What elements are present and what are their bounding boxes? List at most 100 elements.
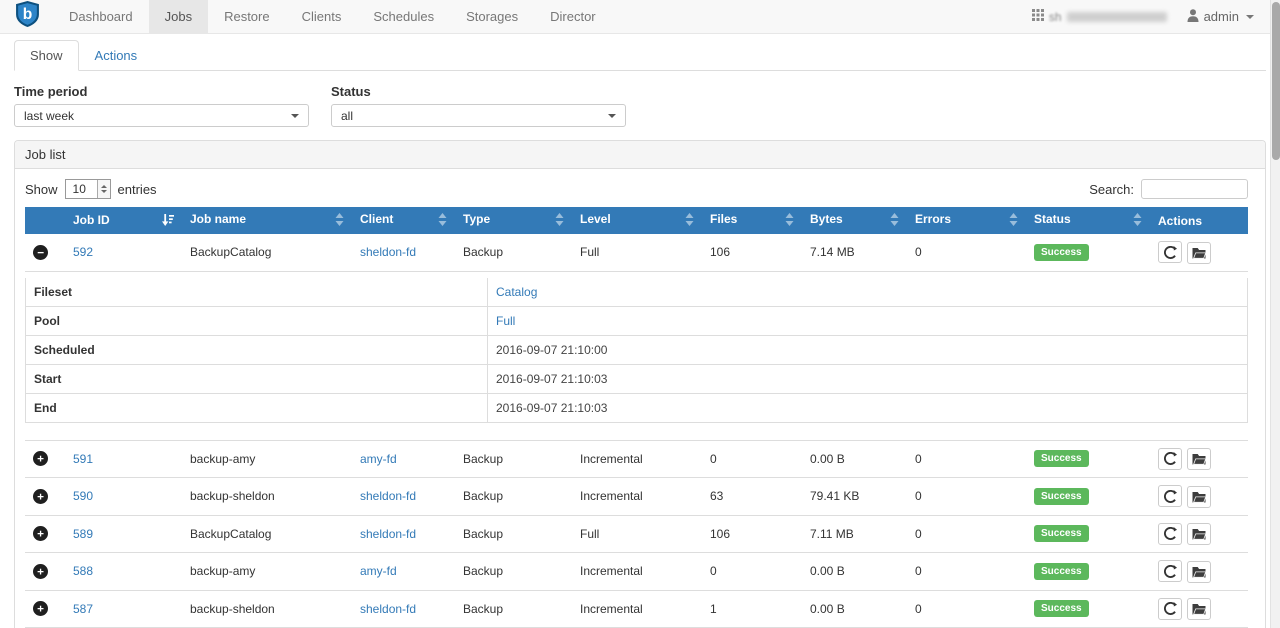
status-select[interactable]: all [331,104,626,127]
errors-cell: 0 [915,245,922,259]
expand-row-button[interactable]: + [33,489,48,504]
column-header-client[interactable]: Client [352,207,455,234]
scrollbar-thumb[interactable] [1272,2,1280,160]
job-level-cell: Incremental [580,602,643,616]
job-level-cell: Full [580,527,599,541]
job-id-link[interactable]: 587 [73,602,93,616]
run-again-button[interactable] [1158,523,1182,545]
host-selector[interactable]: sh [1032,8,1167,26]
column-header-job-id[interactable]: Job ID [65,207,182,234]
tab-show[interactable]: Show [14,40,79,71]
bytes-cell: 0.00 B [810,452,845,466]
entries-per-page-select[interactable]: 10 [65,179,111,199]
nav-item-schedules[interactable]: Schedules [357,0,450,33]
column-label: Actions [1158,214,1202,228]
navbar-right: sh admin [1032,0,1280,33]
job-id-link[interactable]: 588 [73,564,93,578]
job-id-link[interactable]: 590 [73,489,93,503]
column-label: Status [1034,212,1071,226]
expand-row-button[interactable]: + [33,564,48,579]
status-badge: Success [1034,244,1089,261]
nav-item-restore[interactable]: Restore [208,0,286,33]
job-type-cell: Backup [463,489,503,503]
collapse-row-button[interactable]: − [33,245,48,260]
job-type-cell: Backup [463,245,503,259]
tab-bar: Show Actions [14,40,1266,71]
file-browser-button[interactable] [1187,598,1211,620]
pool-link[interactable]: Full [496,314,515,328]
column-label: Job name [190,212,246,226]
expand-row-button[interactable]: + [33,526,48,541]
panel-title: Job list [15,141,1265,169]
column-header-files[interactable]: Files [702,207,802,234]
files-cell: 106 [710,527,730,541]
detail-row: Start2016-09-07 21:10:03 [26,364,1248,393]
files-cell: 1 [710,602,717,616]
run-again-button[interactable] [1158,241,1182,263]
column-header-type[interactable]: Type [455,207,572,234]
search-control: Search: [1089,179,1248,199]
hostname-redacted [1067,12,1167,22]
client-link[interactable]: amy-fd [360,564,397,578]
chevron-down-icon [1246,15,1254,19]
job-detail-table: FilesetCatalogPoolFullScheduled2016-09-0… [25,278,1248,423]
file-browser-button[interactable] [1187,448,1211,470]
nav-item-clients[interactable]: Clients [286,0,358,33]
run-again-button[interactable] [1158,448,1182,470]
file-browser-button[interactable] [1187,486,1211,508]
client-link[interactable]: sheldon-fd [360,489,416,503]
detail-label: Scheduled [26,335,488,364]
select-spinner-icon [97,180,110,198]
hostname-prefix: sh [1049,10,1062,24]
nav-item-storages[interactable]: Storages [450,0,534,33]
tab-actions[interactable]: Actions [79,40,154,71]
start-value: 2016-09-07 21:10:03 [496,372,607,386]
file-browser-button[interactable] [1187,523,1211,545]
main-nav: Dashboard Jobs Restore Clients Schedules… [53,0,612,33]
page-scrollbar[interactable] [1270,0,1280,628]
sort-desc-icon [162,214,174,229]
detail-row: PoolFull [26,306,1248,335]
baculum-logo[interactable]: b [10,0,53,33]
nav-item-director[interactable]: Director [534,0,612,33]
user-menu[interactable]: admin [1187,9,1254,25]
job-id-link[interactable]: 592 [73,245,93,259]
expand-row-button[interactable]: + [33,451,48,466]
chevron-down-icon [608,114,616,118]
client-link[interactable]: sheldon-fd [360,245,416,259]
job-id-link[interactable]: 591 [73,452,93,466]
search-input[interactable] [1141,179,1248,199]
run-again-button[interactable] [1158,485,1182,507]
column-header-errors[interactable]: Errors [907,207,1026,234]
nav-item-dashboard[interactable]: Dashboard [53,0,149,33]
file-browser-button[interactable] [1187,242,1211,264]
job-type-cell: Backup [463,602,503,616]
nav-item-jobs[interactable]: Jobs [149,0,208,33]
svg-text:b: b [23,6,33,23]
detail-row: Scheduled2016-09-07 21:10:00 [26,335,1248,364]
column-header-bytes[interactable]: Bytes [802,207,907,234]
expand-row-button[interactable]: + [33,601,48,616]
client-link[interactable]: sheldon-fd [360,527,416,541]
time-period-label: Time period [14,84,309,99]
file-browser-button[interactable] [1187,561,1211,583]
run-again-button[interactable] [1158,598,1182,620]
files-cell: 106 [710,245,730,259]
time-period-select[interactable]: last week [14,104,309,127]
column-header-status[interactable]: Status [1026,207,1150,234]
run-again-button[interactable] [1158,560,1182,582]
job-id-link[interactable]: 589 [73,527,93,541]
column-header-level[interactable]: Level [572,207,702,234]
column-header-job-name[interactable]: Job name [182,207,352,234]
files-cell: 0 [710,564,717,578]
column-label: Level [580,212,611,226]
errors-cell: 0 [915,489,922,503]
status-badge: Success [1034,563,1089,580]
sort-icon [1009,213,1018,229]
status-badge: Success [1034,450,1089,467]
status-group: Status all [331,84,626,127]
client-link[interactable]: amy-fd [360,452,397,466]
detail-row: FilesetCatalog [26,278,1248,307]
fileset-link[interactable]: Catalog [496,285,537,299]
client-link[interactable]: sheldon-fd [360,602,416,616]
